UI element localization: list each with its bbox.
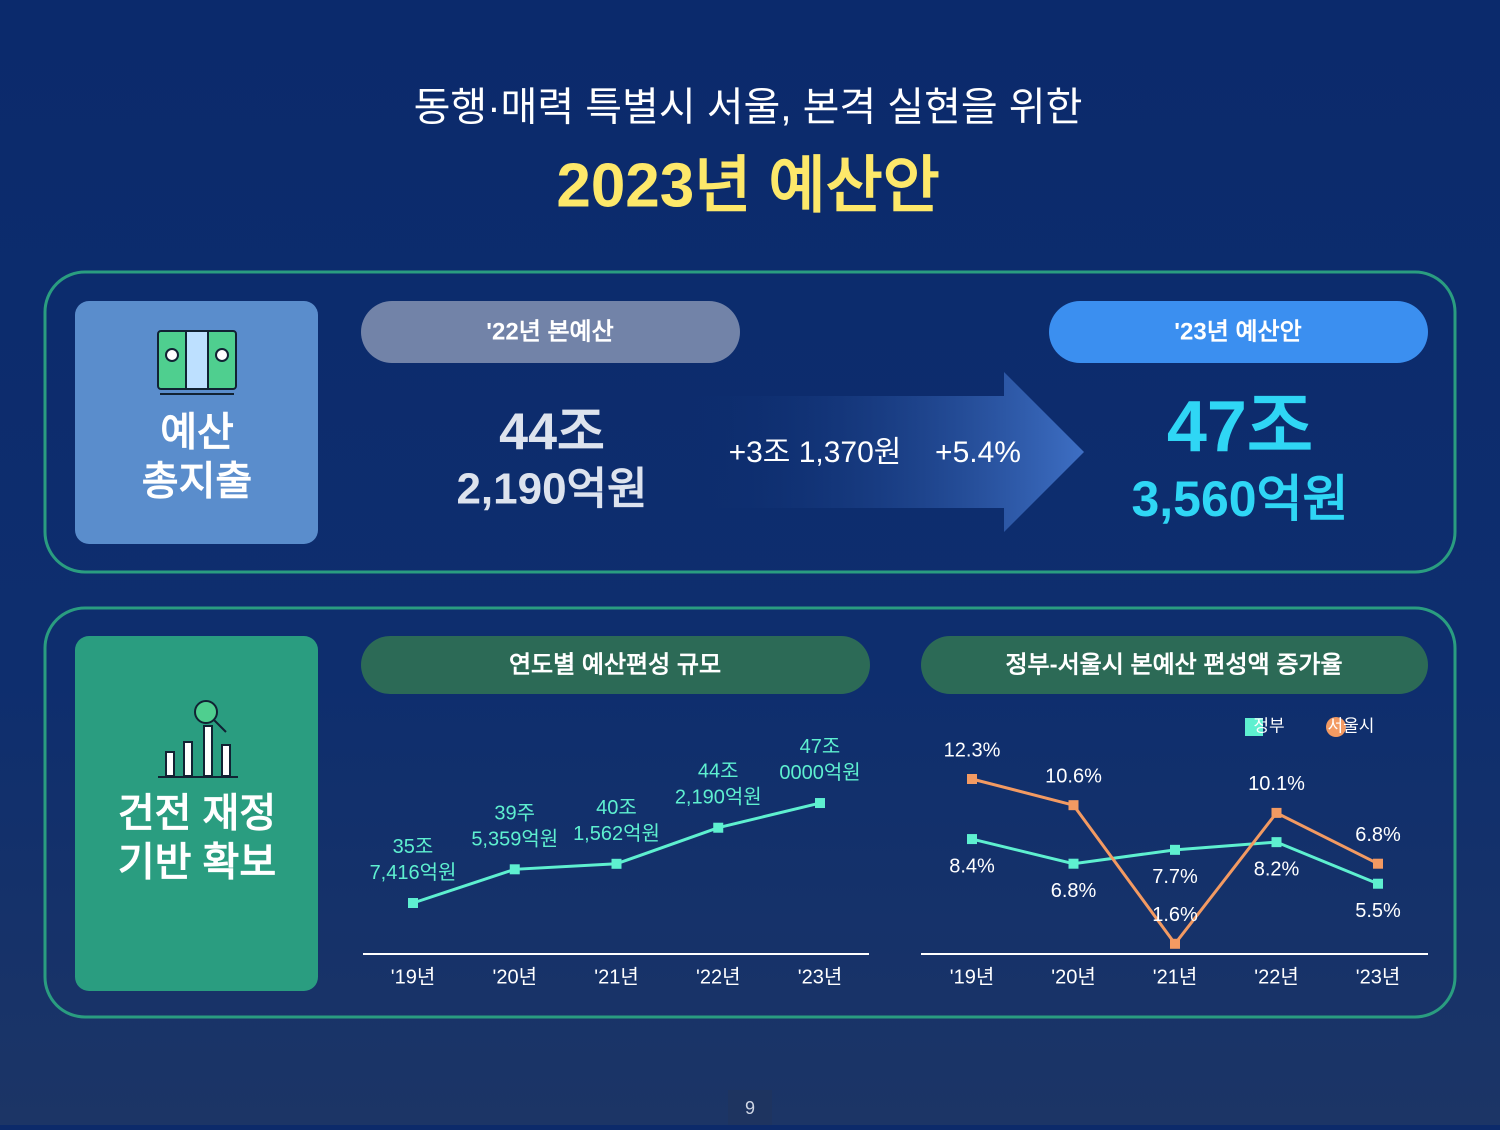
value-label: 47조 0000억원: [779, 736, 860, 784]
subtitle: 동행·매력 특별시 서울, 본격 실현을 위한: [414, 86, 1083, 130]
marker: [1373, 878, 1383, 889]
box-label: 총지출: [142, 460, 252, 504]
marker: [713, 822, 724, 833]
x-tick-label: '21년: [1153, 965, 1197, 988]
box-label: 예산: [160, 411, 234, 455]
value-label: 35조 7,416억원: [370, 836, 457, 884]
value-label: 6.8%: [1051, 880, 1097, 902]
panel: [43, 270, 1457, 574]
value-label: 8.4%: [949, 855, 995, 877]
pill: [361, 636, 870, 694]
value-label: 1.6%: [1152, 904, 1198, 926]
amount: 2,190억원: [456, 465, 647, 514]
change-amount: +3조 1,370원: [729, 436, 902, 469]
title: 2023년 예산안: [556, 151, 939, 220]
x-tick-label: '23년: [798, 965, 842, 988]
pill: [921, 636, 1428, 694]
value-label: 8.2%: [1254, 858, 1300, 880]
legend-swatch: [1326, 717, 1346, 737]
amount: 3,560억원: [1131, 471, 1348, 527]
marker: [611, 858, 622, 869]
chart-title: 정부-서울시 본예산 편성액 증가율: [1005, 651, 1342, 678]
marker: [1373, 858, 1383, 869]
money-icon: [157, 330, 237, 395]
value-label: 12.3%: [944, 739, 1001, 761]
box-label: 기반 확보: [118, 841, 276, 885]
marker: [509, 864, 520, 875]
x-tick-label: '23년: [1356, 965, 1400, 988]
value-label: 7.7%: [1152, 866, 1198, 888]
box-label: 건전 재정: [118, 792, 276, 836]
pill: [1049, 301, 1428, 363]
amount: 47조: [1167, 387, 1313, 467]
marker: [1271, 837, 1282, 848]
label-box: [75, 301, 318, 544]
value-label: 44조 2,190억원: [675, 761, 762, 809]
page-number: 9: [745, 1098, 755, 1118]
marker: [1068, 858, 1079, 869]
marker: [1068, 800, 1079, 811]
value-label: 10.1%: [1248, 773, 1305, 795]
x-tick-label: '21년: [594, 965, 638, 988]
label-box: [75, 636, 318, 991]
marker: [967, 774, 977, 784]
value-label: 40조 1,562억원: [573, 797, 660, 845]
marker: [1170, 938, 1180, 949]
value-label: 5.5%: [1355, 900, 1401, 922]
marker: [967, 834, 977, 845]
chart-icon: [158, 700, 238, 778]
page-number-box: [728, 1090, 772, 1126]
amount: 44조: [499, 404, 605, 462]
x-tick-label: '19년: [950, 965, 994, 988]
marker: [408, 898, 418, 908]
arrow: [680, 372, 1084, 532]
x-tick-label: '22년: [1254, 965, 1298, 988]
pill-label: '22년 본예산: [486, 318, 613, 345]
x-tick-label: '19년: [391, 965, 435, 988]
value-label: 39주 5,359억원: [471, 803, 558, 851]
value-label: 6.8%: [1355, 824, 1401, 846]
pill: [361, 301, 740, 363]
marker: [1170, 844, 1180, 855]
marker: [1271, 807, 1282, 818]
x-tick-label: '20년: [1051, 965, 1095, 988]
change-rate: +5.4%: [935, 436, 1021, 469]
legend-swatch: [1245, 718, 1263, 736]
chart-title: 연도별 예산편성 규모: [509, 651, 721, 678]
legend-label: 정부: [1253, 716, 1284, 735]
pill-label: '23년 예산안: [1174, 318, 1301, 345]
x-tick-label: '22년: [696, 965, 740, 988]
panel: [43, 606, 1457, 1019]
value-label: 10.6%: [1045, 765, 1102, 787]
legend-label: 서울시: [1328, 716, 1375, 735]
marker: [815, 798, 825, 809]
x-tick-label: '20년: [493, 965, 537, 988]
